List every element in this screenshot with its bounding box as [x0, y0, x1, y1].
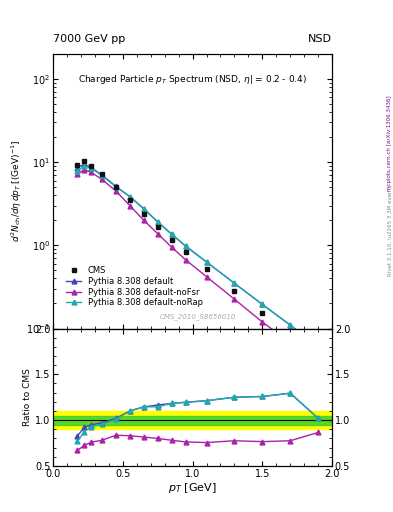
Pythia 8.308 default — [260, 302, 265, 308]
CMS — [82, 158, 87, 164]
Pythia 8.308 default-noRap — [82, 163, 87, 169]
CMS — [114, 184, 118, 190]
Pythia 8.308 default — [232, 280, 237, 286]
Pythia 8.308 default-noFsr — [99, 176, 104, 182]
Pythia 8.308 default — [75, 164, 80, 170]
CMS — [232, 288, 237, 294]
CMS — [183, 249, 188, 255]
Pythia 8.308 default-noRap — [316, 344, 321, 350]
Pythia 8.308 default-noRap — [141, 206, 146, 212]
Legend: CMS, Pythia 8.308 default, Pythia 8.308 default-noFsr, Pythia 8.308 default-noRa: CMS, Pythia 8.308 default, Pythia 8.308 … — [63, 263, 206, 311]
X-axis label: $p_T$ [GeV]: $p_T$ [GeV] — [168, 481, 217, 496]
Pythia 8.308 default-noRap — [204, 259, 209, 265]
Pythia 8.308 default — [155, 219, 160, 225]
Pythia 8.308 default-noFsr — [114, 188, 118, 194]
Text: NSD: NSD — [308, 33, 332, 44]
CMS — [316, 353, 321, 359]
Line: Pythia 8.308 default: Pythia 8.308 default — [75, 162, 321, 349]
Pythia 8.308 default — [183, 243, 188, 249]
Text: Charged Particle $p_T$ Spectrum (NSD, $\eta$| = 0.2 - 0.4): Charged Particle $p_T$ Spectrum (NSD, $\… — [78, 73, 307, 86]
Pythia 8.308 default-noFsr — [89, 169, 94, 176]
Pythia 8.308 default-noRap — [232, 280, 237, 286]
Pythia 8.308 default — [316, 344, 321, 350]
Pythia 8.308 default-noRap — [127, 194, 132, 200]
Pythia 8.308 default-noRap — [288, 322, 292, 328]
Pythia 8.308 default-noFsr — [75, 171, 80, 177]
Pythia 8.308 default-noRap — [99, 173, 104, 179]
Pythia 8.308 default-noFsr — [155, 230, 160, 237]
Pythia 8.308 default — [114, 183, 118, 189]
Text: CMS_2010_S8656010: CMS_2010_S8656010 — [160, 313, 236, 321]
Pythia 8.308 default-noFsr — [183, 257, 188, 263]
Bar — [53, 416, 332, 425]
Pythia 8.308 default — [288, 322, 292, 328]
CMS — [155, 224, 160, 230]
Line: CMS: CMS — [75, 159, 321, 358]
Pythia 8.308 default — [169, 231, 174, 237]
Text: 7000 GeV pp: 7000 GeV pp — [53, 33, 125, 44]
Y-axis label: Ratio to CMS: Ratio to CMS — [23, 368, 32, 426]
Pythia 8.308 default — [204, 259, 209, 265]
Pythia 8.308 default — [127, 194, 132, 200]
Pythia 8.308 default-noRap — [183, 243, 188, 249]
Pythia 8.308 default — [141, 206, 146, 212]
Pythia 8.308 default-noFsr — [127, 203, 132, 209]
Pythia 8.308 default — [99, 172, 104, 178]
Text: Rivet 3.1.10, \u2265 3.3M events: Rivet 3.1.10, \u2265 3.3M events — [387, 185, 392, 276]
CMS — [75, 162, 80, 168]
Pythia 8.308 default-noFsr — [288, 340, 292, 346]
Pythia 8.308 default-noRap — [169, 231, 174, 237]
CMS — [141, 210, 146, 217]
Pythia 8.308 default-noFsr — [204, 273, 209, 280]
Pythia 8.308 default-noRap — [75, 168, 80, 174]
CMS — [169, 237, 174, 243]
Line: Pythia 8.308 default-noRap: Pythia 8.308 default-noRap — [75, 163, 321, 349]
Pythia 8.308 default-noFsr — [232, 296, 237, 302]
Pythia 8.308 default-noFsr — [316, 361, 321, 368]
CMS — [89, 163, 94, 169]
CMS — [204, 266, 209, 272]
Pythia 8.308 default-noRap — [260, 302, 265, 308]
Pythia 8.308 default-noRap — [114, 184, 118, 190]
Pythia 8.308 default-noRap — [155, 219, 160, 225]
CMS — [260, 310, 265, 316]
Pythia 8.308 default — [89, 165, 94, 171]
Pythia 8.308 default-noFsr — [260, 319, 265, 325]
CMS — [99, 171, 104, 177]
CMS — [127, 197, 132, 203]
Text: mcplots.cern.ch [arXiv:1306.3436]: mcplots.cern.ch [arXiv:1306.3436] — [387, 96, 392, 191]
Pythia 8.308 default-noFsr — [169, 244, 174, 250]
Y-axis label: $d^2N_{\rm ch}/d\eta\,dp_T\;[(\rm GeV)^{-1}]$: $d^2N_{\rm ch}/d\eta\,dp_T\;[(\rm GeV)^{… — [9, 140, 24, 242]
CMS — [288, 331, 292, 337]
Bar — [53, 411, 332, 429]
Pythia 8.308 default-noFsr — [82, 166, 87, 173]
Line: Pythia 8.308 default-noFsr: Pythia 8.308 default-noFsr — [75, 167, 321, 367]
Pythia 8.308 default-noFsr — [141, 217, 146, 223]
Pythia 8.308 default-noRap — [89, 165, 94, 172]
Pythia 8.308 default — [82, 161, 87, 167]
